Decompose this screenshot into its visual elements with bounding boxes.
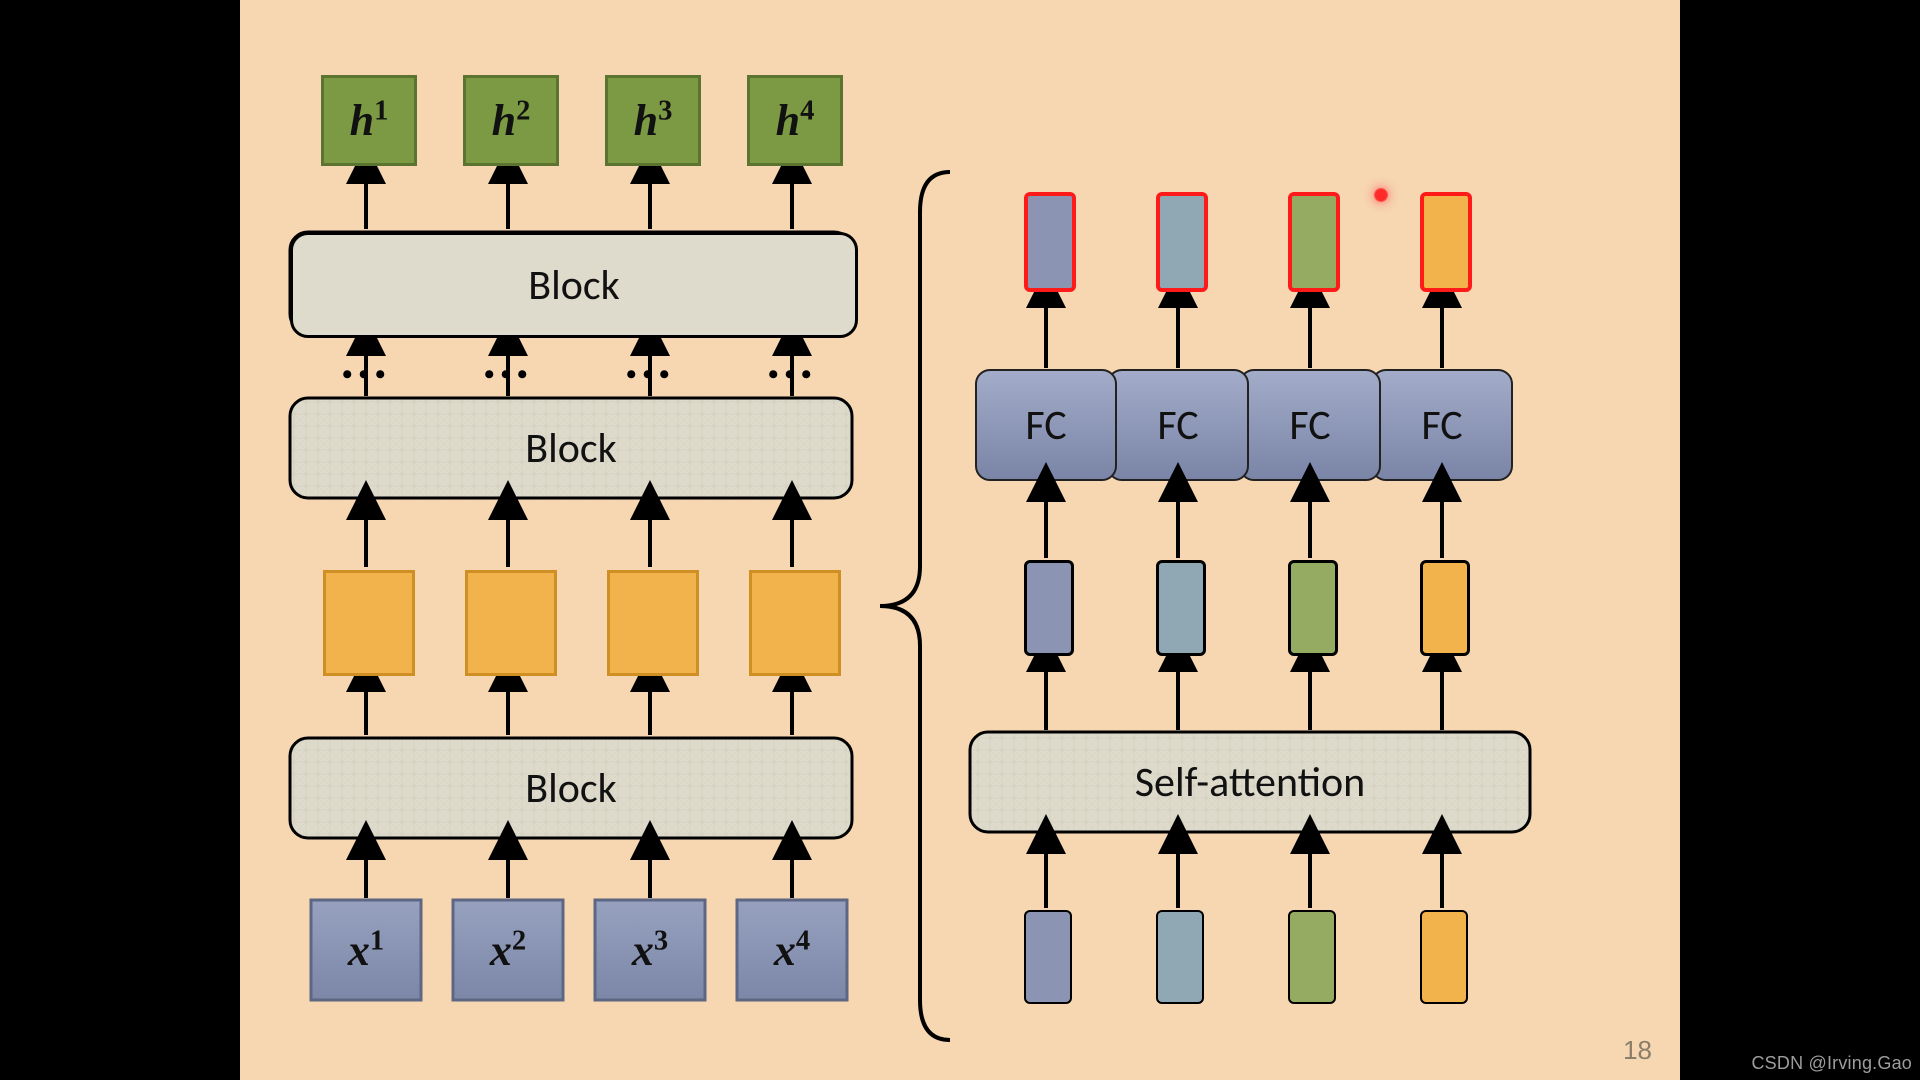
- h-output-1: h1: [321, 75, 417, 166]
- fc-1: FC: [976, 370, 1116, 480]
- h-label: h3: [634, 95, 673, 146]
- input-chip-4: [1420, 910, 1468, 1004]
- input-chip-1: [1024, 910, 1072, 1004]
- fc-2: FC: [1108, 370, 1248, 480]
- output-chip-2: [1156, 192, 1208, 292]
- ellipsis: •••: [768, 358, 818, 392]
- feature-1: [323, 570, 415, 676]
- page-number: 18: [1623, 1035, 1652, 1066]
- mid-chip-4: [1420, 560, 1470, 656]
- output-chip-4: [1420, 192, 1472, 292]
- watermark: CSDN @Irving.Gao: [1751, 1053, 1912, 1074]
- h-label: h1: [350, 95, 389, 146]
- self-attention-box: Self-attention: [970, 732, 1530, 832]
- feature-2: [465, 570, 557, 676]
- ellipsis: •••: [342, 358, 392, 392]
- x-input-2: x2: [453, 900, 563, 1000]
- block-bot: Block: [290, 738, 852, 838]
- x-input-4: x4: [737, 900, 847, 1000]
- h-label: h2: [492, 95, 531, 146]
- h-output-2: h2: [463, 75, 559, 166]
- ellipsis: •••: [484, 358, 534, 392]
- output-chip-1: [1024, 192, 1076, 292]
- feature-4: [749, 570, 841, 676]
- input-chip-2: [1156, 910, 1204, 1004]
- block-top: Block: [290, 232, 858, 338]
- mid-chip-3: [1288, 560, 1338, 656]
- h-output-4: h4: [747, 75, 843, 166]
- h-output-3: h3: [605, 75, 701, 166]
- mid-chip-1: [1024, 560, 1074, 656]
- block-mid: Block: [290, 398, 852, 498]
- fc-4: FC: [1372, 370, 1512, 480]
- ellipsis: •••: [626, 358, 676, 392]
- input-chip-3: [1288, 910, 1336, 1004]
- x-input-1: x1: [311, 900, 421, 1000]
- fc-3: FC: [1240, 370, 1380, 480]
- h-label: h4: [776, 95, 815, 146]
- x-input-3: x3: [595, 900, 705, 1000]
- mid-chip-2: [1156, 560, 1206, 656]
- laser-pointer: [1374, 188, 1388, 202]
- output-chip-3: [1288, 192, 1340, 292]
- feature-3: [607, 570, 699, 676]
- slide-stage: h1 h2 h3 h4 Block ••• ••• ••• ••• Block Block x1 x2 x…: [240, 0, 1680, 1080]
